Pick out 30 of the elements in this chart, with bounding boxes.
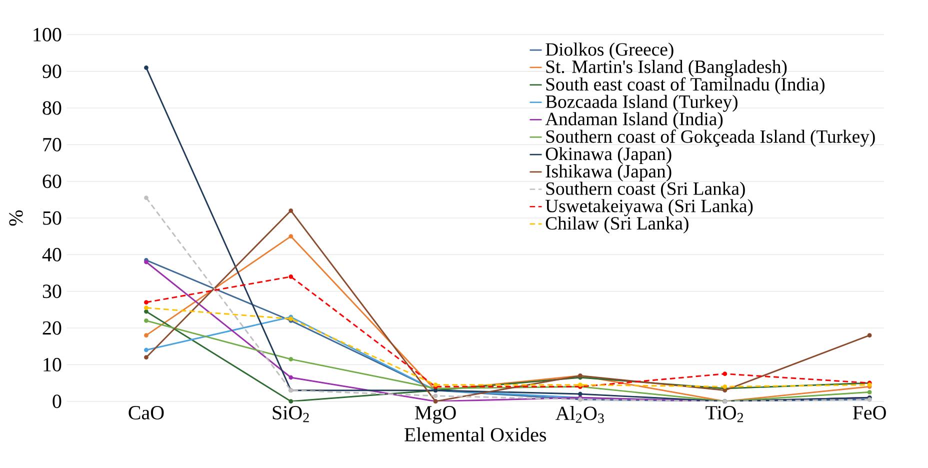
- y-tick-label: 80: [42, 101, 62, 115]
- y-tick-label: 40: [42, 248, 62, 262]
- x-tick-label: MgO: [415, 406, 456, 424]
- legend-label: Okinawa (Japan): [546, 147, 672, 164]
- legend-label: Southern coast of Gokçeada Island (Turkey): [546, 130, 875, 147]
- y-tick-label: 30: [42, 284, 62, 298]
- y-tick-label: 20: [42, 321, 62, 335]
- y-tick-label: 50: [43, 211, 62, 225]
- x-tick-label: SiO$_{2}$: [272, 406, 309, 422]
- x-tick-label: CaO: [128, 406, 164, 420]
- y-tick-label: 100: [34, 28, 62, 42]
- y-tick-label: 70: [43, 138, 62, 152]
- y-tick-label: 90: [42, 64, 62, 78]
- x-axis-title: Elemental Oxides: [404, 427, 546, 442]
- legend-label: St. Martin's Island (Bangladesh): [546, 60, 787, 77]
- y-tick-label: 60: [42, 174, 62, 188]
- legend-label: Andaman Island (India): [545, 112, 723, 130]
- legend-label: Chilaw (Sri Lanka): [546, 216, 688, 234]
- legend-label: Diolkos (Greece): [546, 42, 674, 60]
- legend-label: Ishikawa (Japan): [546, 164, 672, 182]
- y-tick-label: 10: [44, 358, 62, 372]
- x-tick-label: Al$_{2}$O$_{3}$: [556, 406, 604, 423]
- x-tick-label: TiO$_{2}$: [706, 406, 744, 422]
- legend-label: Uswetakeiyawa (Sri Lanka): [545, 199, 753, 216]
- legend-label: Southern coast (Sri Lanka): [546, 182, 745, 199]
- y-tick-label: 0: [52, 394, 62, 408]
- y-axis-title: %: [9, 210, 23, 226]
- x-tick-label: FeO: [852, 406, 886, 420]
- legend-label: Bozcaada Island (Turkey): [546, 94, 738, 112]
- legend-label: South east coast of Tamilnadu (India): [546, 77, 824, 94]
